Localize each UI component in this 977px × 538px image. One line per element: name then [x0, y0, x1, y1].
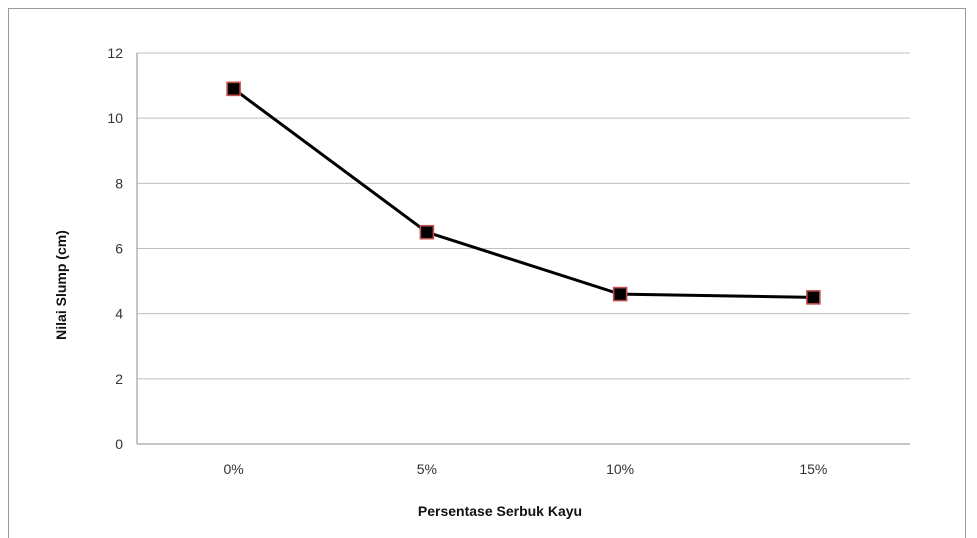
y-tick-labels: 0 2 4 6 8 10 12	[107, 45, 123, 452]
y-tick-label: 6	[115, 241, 123, 257]
x-tick-label: 0%	[224, 461, 244, 477]
x-tick-label: 10%	[606, 461, 634, 477]
y-tick-label: 2	[115, 371, 123, 387]
series-line	[232, 87, 814, 299]
y-tick-label: 12	[107, 45, 123, 61]
grid-lines	[136, 52, 910, 445]
y-tick-label: 10	[107, 110, 123, 126]
data-point-marker	[806, 290, 821, 305]
x-tick-labels: 0% 5% 10% 15%	[224, 461, 828, 477]
series-group	[226, 81, 821, 305]
x-tick-label: 15%	[799, 461, 827, 477]
data-point-marker	[226, 81, 241, 97]
chart-frame	[8, 8, 966, 538]
y-axis-title: Nilai Slump (cm)	[53, 230, 69, 340]
data-point-marker	[612, 286, 628, 302]
x-tick-label: 5%	[417, 461, 437, 477]
y-tick-label: 0	[115, 436, 123, 452]
x-axis-title: Persentase Serbuk Kayu	[418, 503, 582, 519]
data-point-marker	[419, 224, 435, 240]
y-tick-label: 4	[115, 306, 123, 322]
y-tick-label: 8	[115, 175, 123, 191]
